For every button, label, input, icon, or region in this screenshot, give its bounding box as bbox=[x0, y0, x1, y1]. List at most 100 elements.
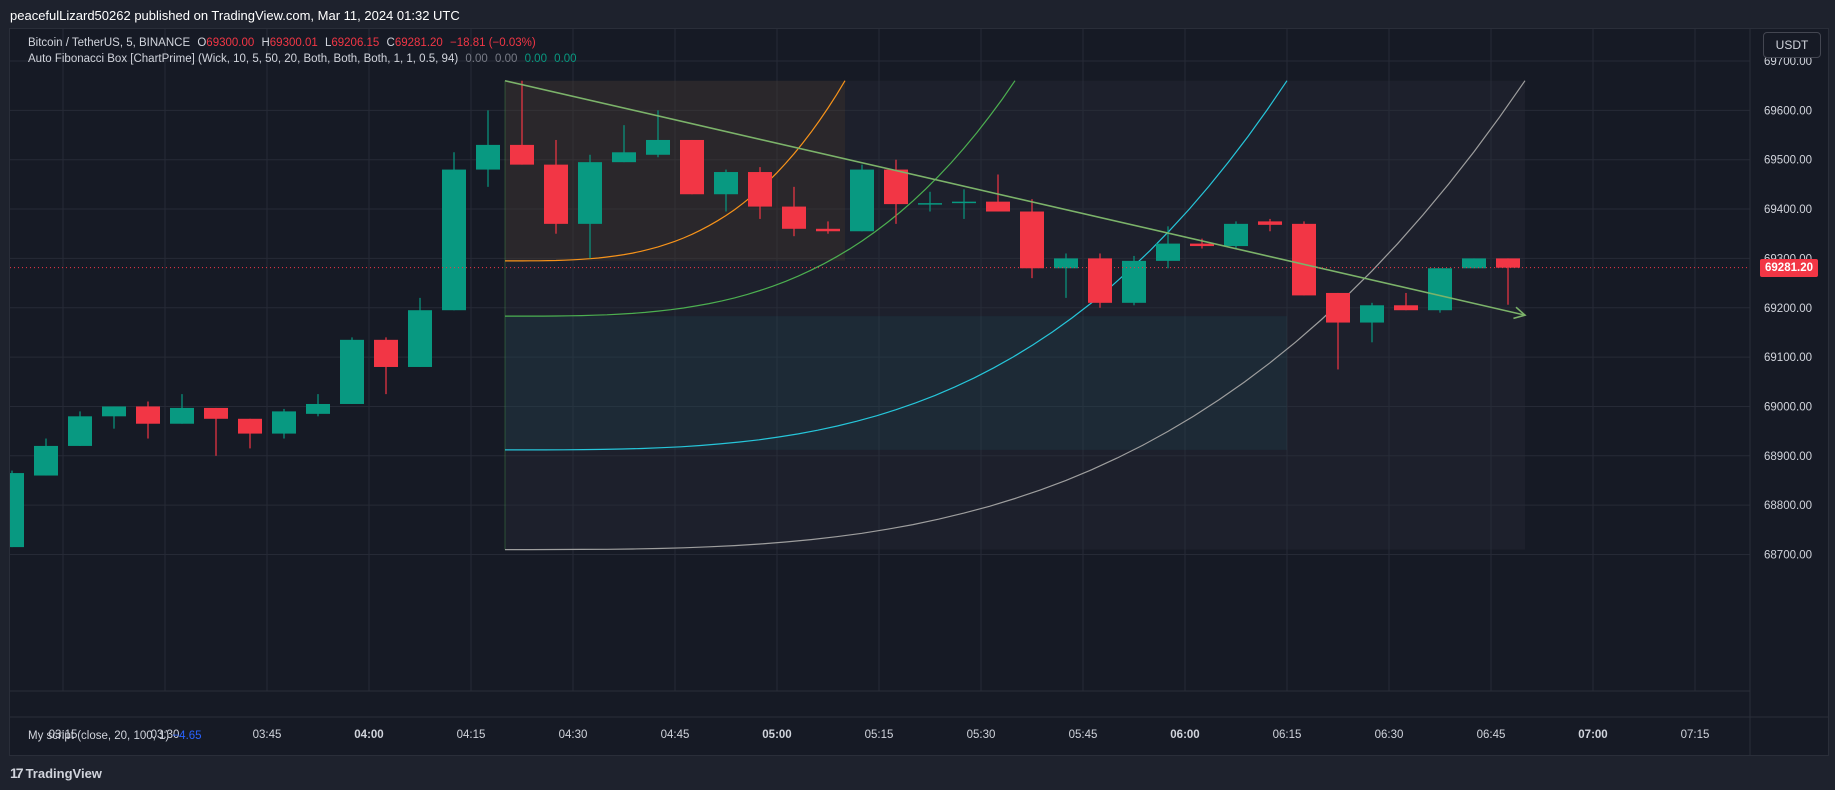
candle-up bbox=[714, 169, 738, 212]
currency-button[interactable]: USDT bbox=[1763, 32, 1821, 58]
candle-down bbox=[884, 159, 908, 224]
x-tick-label: 05:30 bbox=[967, 729, 996, 741]
candle-body bbox=[10, 473, 24, 548]
high-label: H bbox=[261, 37, 270, 49]
candle-down bbox=[1292, 221, 1316, 296]
candle-body bbox=[1428, 268, 1452, 311]
candle-body bbox=[612, 152, 636, 163]
candle-body bbox=[918, 203, 942, 205]
fib-arc-3 bbox=[505, 80, 1526, 551]
low-value: 69206.15 bbox=[331, 37, 380, 49]
change-value: −18.81 (−0.03%) bbox=[450, 37, 536, 49]
x-tick-label: 05:00 bbox=[762, 729, 791, 741]
x-tick-label: 04:30 bbox=[559, 729, 588, 741]
oscillator-value: −4.65 bbox=[172, 730, 202, 742]
candle-body bbox=[1054, 258, 1078, 269]
candle-down bbox=[986, 174, 1010, 212]
x-tick-label: 07:00 bbox=[1578, 729, 1607, 741]
candle-down bbox=[680, 139, 704, 195]
candle-body bbox=[374, 339, 398, 367]
symbol-name: Bitcoin / TetherUS, 5, BINANCE bbox=[28, 37, 191, 49]
chart-panel[interactable]: 69700.00 69600.00 69500.00 69400.00 69300.00… bbox=[9, 28, 1829, 756]
y-tick-label: 68700.00 bbox=[1764, 550, 1812, 562]
candle-body bbox=[544, 164, 568, 224]
candle-body bbox=[1190, 243, 1214, 247]
candle-body bbox=[1156, 243, 1180, 261]
candle-up bbox=[1122, 255, 1146, 306]
candle-down bbox=[1020, 199, 1044, 279]
tradingview-logo-icon: 17 bbox=[10, 765, 24, 781]
candle-body bbox=[952, 201, 976, 204]
candle-up bbox=[102, 406, 126, 429]
candle-down bbox=[1088, 253, 1112, 308]
symbol-legend[interactable]: Bitcoin / TetherUS, 5, BINANCE O69300.00… bbox=[28, 37, 540, 49]
candle-body bbox=[68, 416, 92, 446]
high-value: 69300.01 bbox=[269, 37, 318, 49]
y-tick-label: 69200.00 bbox=[1764, 303, 1812, 315]
candle-body bbox=[408, 310, 432, 367]
candle-body bbox=[1496, 258, 1520, 268]
candle-down bbox=[1496, 258, 1520, 305]
candle-up bbox=[408, 297, 432, 367]
trend-arrow-head bbox=[1513, 306, 1527, 320]
candle-down bbox=[1394, 292, 1418, 311]
x-tick-label: 04:00 bbox=[354, 729, 383, 741]
candle-up bbox=[850, 164, 874, 232]
candle-body bbox=[680, 139, 704, 195]
candle-up bbox=[10, 470, 24, 548]
y-tick-label: 69600.00 bbox=[1764, 105, 1812, 117]
candle-body bbox=[816, 228, 840, 232]
candle-body bbox=[1258, 221, 1282, 225]
fib-arc-0 bbox=[505, 80, 846, 262]
candle-up bbox=[1054, 253, 1078, 298]
y-tick-label: 69000.00 bbox=[1764, 401, 1812, 413]
candle-body bbox=[238, 418, 262, 434]
candle-down bbox=[204, 407, 228, 456]
candle-up bbox=[170, 394, 194, 424]
candle-body bbox=[646, 139, 670, 155]
candle-up bbox=[918, 191, 942, 212]
y-tick-label: 69500.00 bbox=[1764, 155, 1812, 167]
candle-body bbox=[340, 339, 364, 404]
candle-body bbox=[136, 406, 160, 424]
oscillator-legend[interactable]: My script (close, 20, 100, 1) −4.65 bbox=[28, 730, 202, 742]
candle-down bbox=[1258, 218, 1282, 232]
candle-body bbox=[204, 407, 228, 419]
close-value: 69281.20 bbox=[394, 37, 443, 49]
price-chart[interactable]: 69700.00 69600.00 69500.00 69400.00 69300.00… bbox=[10, 29, 1828, 755]
brand-text: TradingView bbox=[25, 766, 102, 781]
candle-body bbox=[578, 162, 602, 224]
candle-body bbox=[476, 144, 500, 170]
candle-down bbox=[1326, 292, 1350, 370]
indicator-name: Auto Fibonacci Box [ChartPrime] (Wick, 1… bbox=[28, 53, 459, 65]
fib-arc-1 bbox=[505, 80, 1016, 317]
candle-body bbox=[1326, 292, 1350, 323]
oscillator-name: My script (close, 20, 100, 1) bbox=[28, 730, 170, 742]
candle-up bbox=[442, 152, 466, 311]
candle-down bbox=[374, 337, 398, 395]
y-tick-label: 68900.00 bbox=[1764, 451, 1812, 463]
indicator-value-1: 0.00 bbox=[465, 53, 488, 65]
tradingview-logo[interactable]: 17 TradingView bbox=[10, 765, 102, 781]
x-tick-label: 06:45 bbox=[1477, 729, 1506, 741]
candle-up bbox=[272, 408, 296, 439]
open-value: 69300.00 bbox=[206, 37, 255, 49]
candle-body bbox=[1020, 211, 1044, 269]
candle-up bbox=[68, 411, 92, 446]
indicator-value-4: 0.00 bbox=[554, 53, 577, 65]
candle-body bbox=[1462, 258, 1486, 269]
candle-body bbox=[850, 169, 874, 232]
close-label: C bbox=[386, 37, 395, 49]
indicator-value-2: 0.00 bbox=[494, 53, 518, 65]
indicator-legend[interactable]: Auto Fibonacci Box [ChartPrime] (Wick, 1… bbox=[28, 53, 581, 65]
open-label: O bbox=[197, 37, 207, 49]
fib-zone-cyan bbox=[505, 316, 1287, 450]
x-tick-label: 04:45 bbox=[661, 729, 690, 741]
candle-body bbox=[1122, 260, 1146, 303]
candle-down bbox=[782, 186, 806, 237]
x-tick-label: 06:30 bbox=[1375, 729, 1404, 741]
header-bar: peacefulLizard50262 published on Trading… bbox=[0, 0, 1835, 28]
candle-up bbox=[1428, 268, 1452, 313]
grid bbox=[10, 29, 1750, 691]
y-tick-label: 69400.00 bbox=[1764, 204, 1812, 216]
